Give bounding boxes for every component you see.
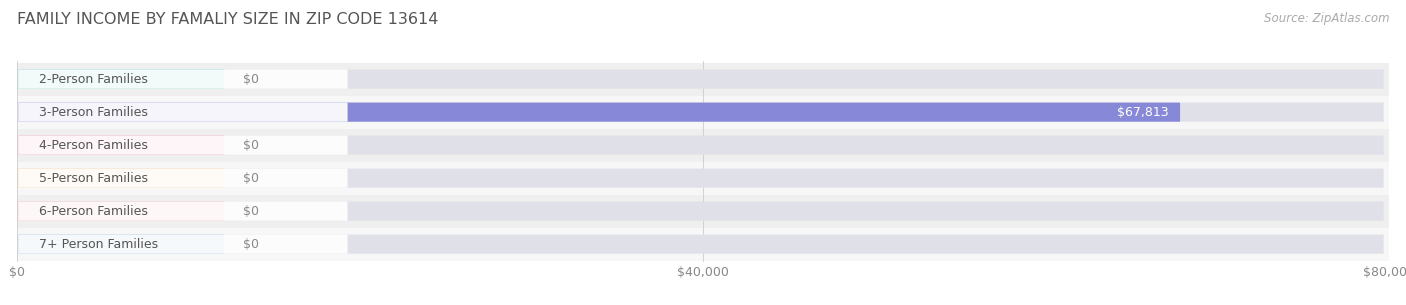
FancyBboxPatch shape [18, 70, 224, 89]
FancyBboxPatch shape [18, 102, 1180, 122]
FancyBboxPatch shape [18, 202, 224, 221]
FancyBboxPatch shape [18, 235, 224, 254]
Text: 2-Person Families: 2-Person Families [39, 73, 148, 86]
FancyBboxPatch shape [18, 102, 347, 122]
Text: FAMILY INCOME BY FAMALIY SIZE IN ZIP CODE 13614: FAMILY INCOME BY FAMALIY SIZE IN ZIP COD… [17, 12, 439, 27]
FancyBboxPatch shape [18, 70, 347, 89]
Bar [17, 129, 1389, 162]
FancyBboxPatch shape [18, 169, 1384, 188]
Text: 6-Person Families: 6-Person Families [39, 205, 148, 218]
Bar [17, 162, 1389, 195]
FancyBboxPatch shape [18, 202, 347, 221]
Bar [17, 195, 1389, 228]
Text: 3-Person Families: 3-Person Families [39, 106, 148, 119]
Bar [17, 228, 1389, 261]
FancyBboxPatch shape [18, 235, 1384, 254]
Text: 4-Person Families: 4-Person Families [39, 139, 148, 152]
FancyBboxPatch shape [18, 169, 347, 188]
FancyBboxPatch shape [18, 169, 224, 188]
FancyBboxPatch shape [18, 102, 1384, 122]
Text: Source: ZipAtlas.com: Source: ZipAtlas.com [1264, 12, 1389, 25]
Bar [17, 96, 1389, 129]
FancyBboxPatch shape [18, 70, 1384, 89]
FancyBboxPatch shape [18, 202, 1384, 221]
Text: 5-Person Families: 5-Person Families [39, 172, 148, 185]
FancyBboxPatch shape [18, 136, 1384, 155]
Text: $67,813: $67,813 [1118, 106, 1170, 119]
Text: $0: $0 [243, 172, 259, 185]
FancyBboxPatch shape [18, 235, 347, 254]
Text: $0: $0 [243, 73, 259, 86]
Bar [17, 63, 1389, 96]
Text: $0: $0 [243, 139, 259, 152]
Text: $0: $0 [243, 205, 259, 218]
FancyBboxPatch shape [18, 136, 347, 155]
Text: 7+ Person Families: 7+ Person Families [39, 238, 157, 251]
Text: $0: $0 [243, 238, 259, 251]
FancyBboxPatch shape [18, 136, 224, 155]
